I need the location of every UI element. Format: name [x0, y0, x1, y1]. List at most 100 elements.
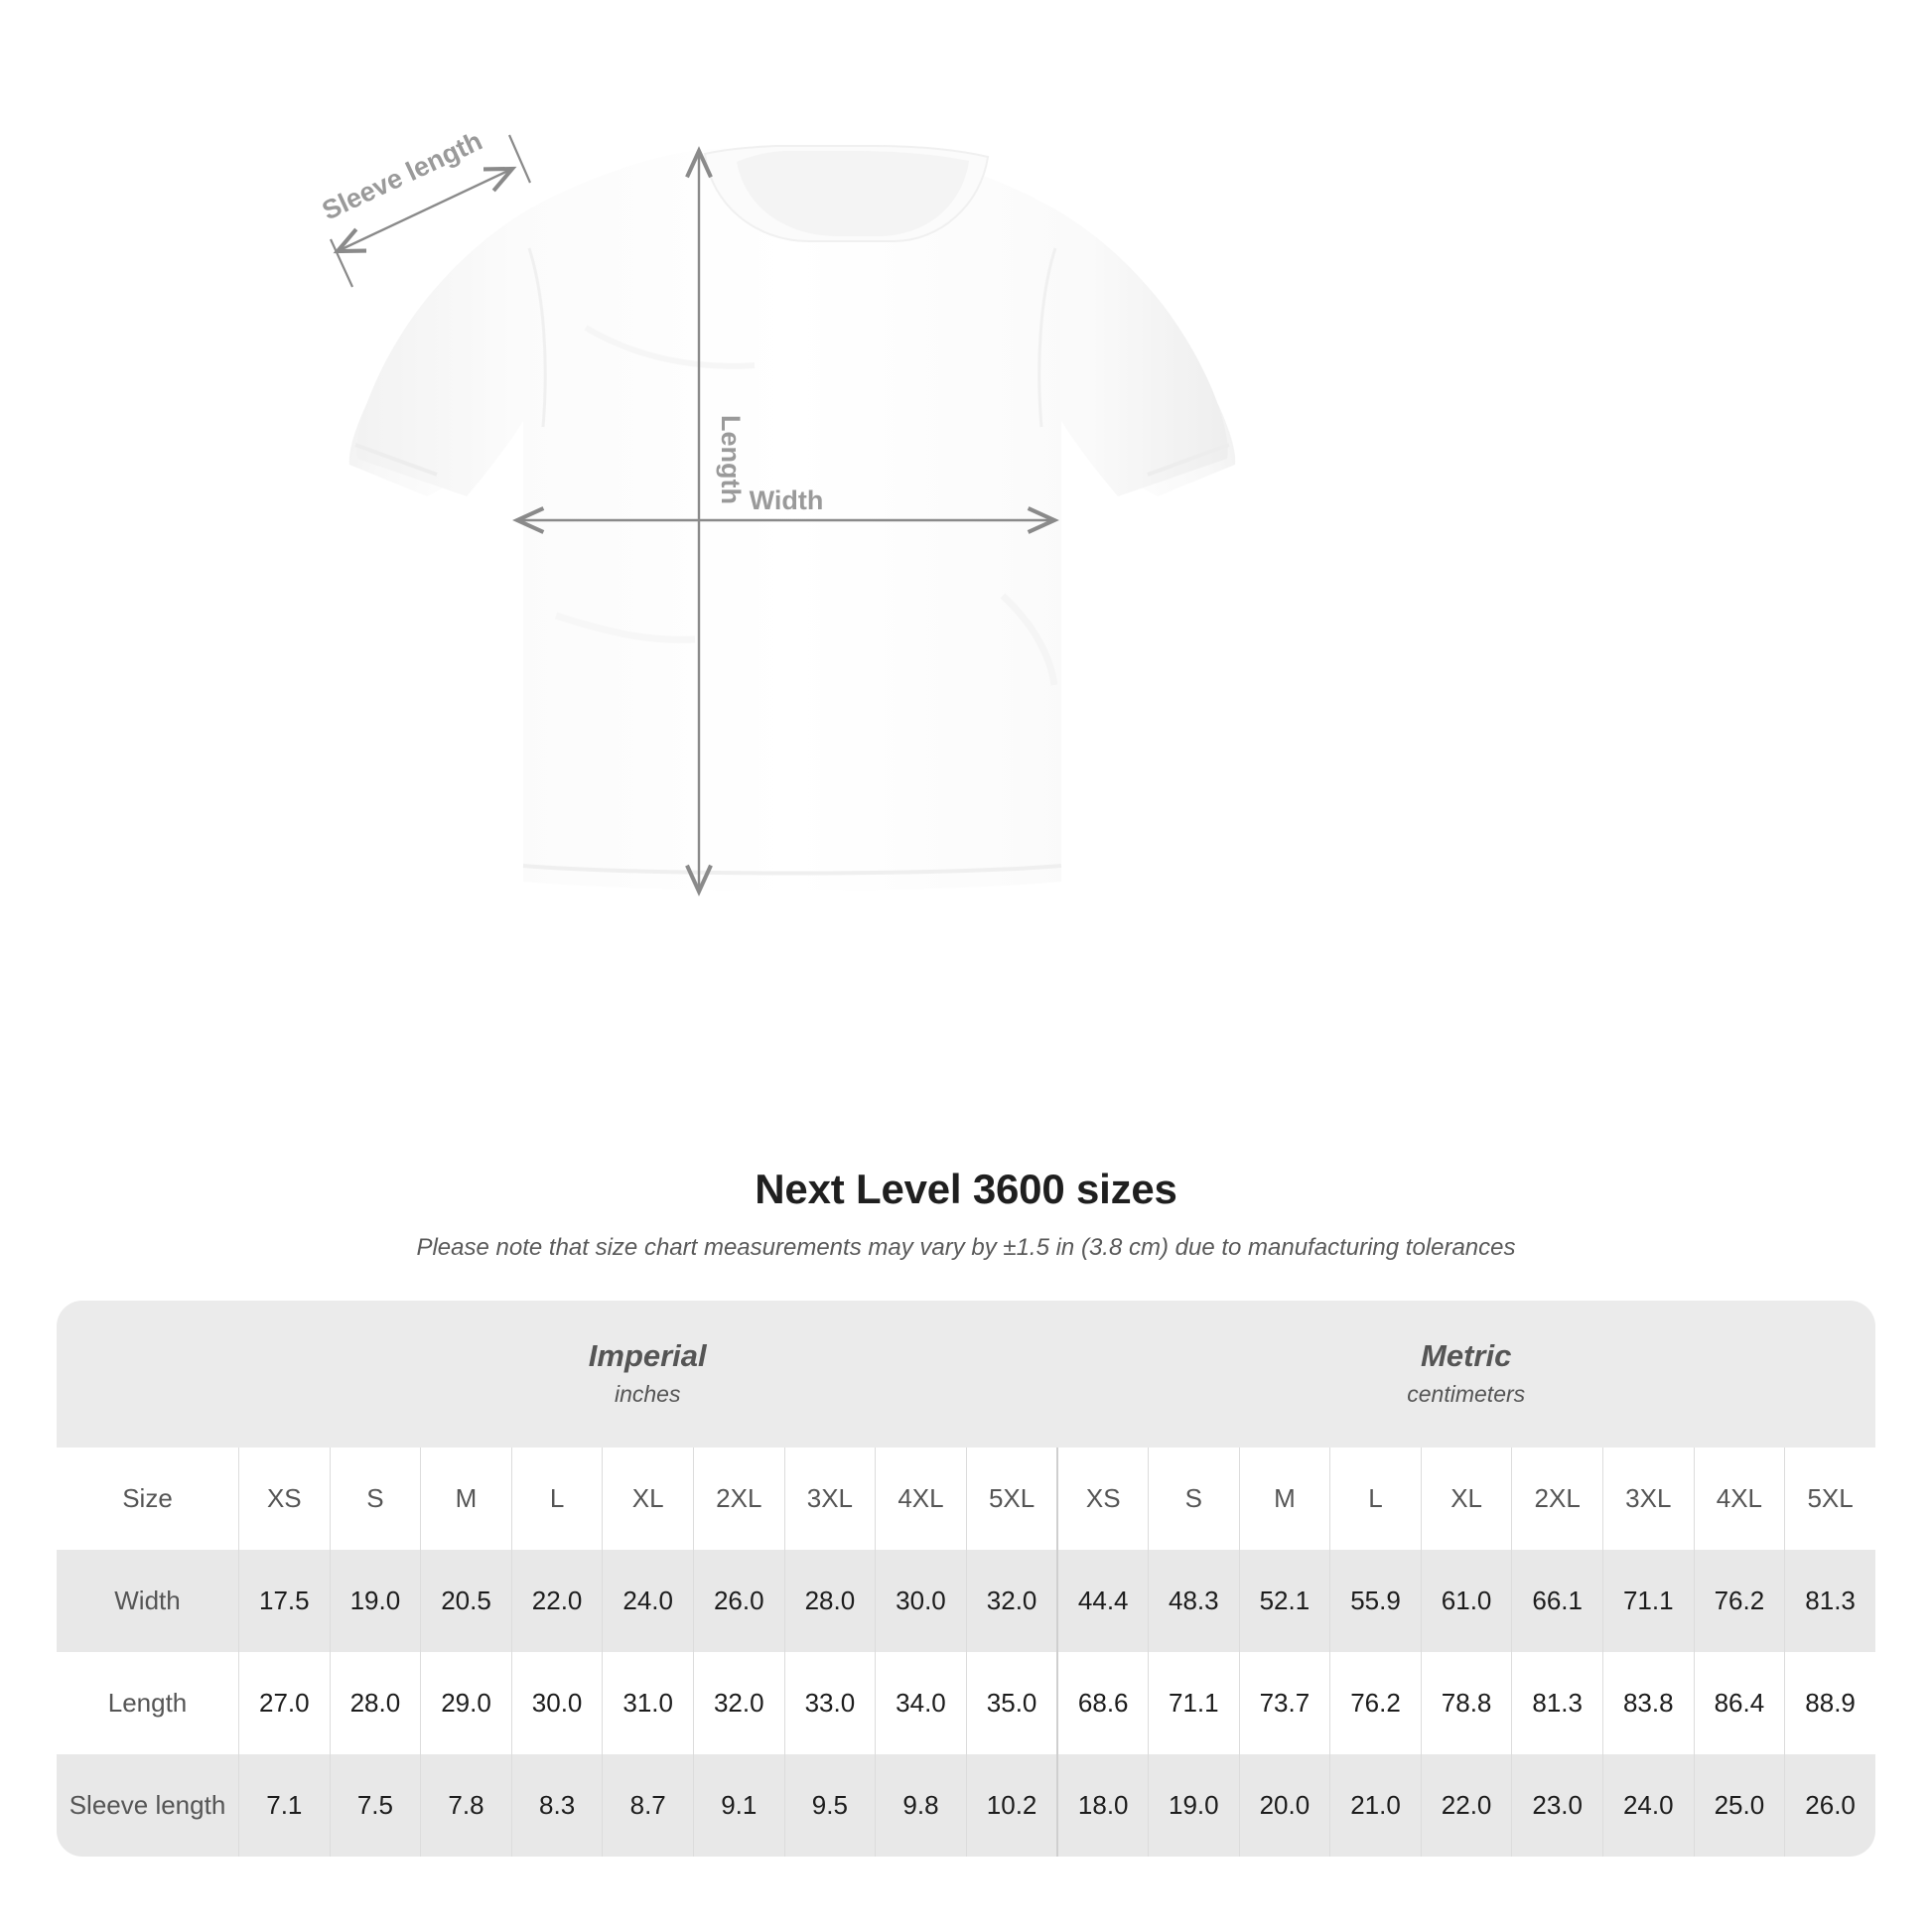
- sleeve-tick-start: [330, 238, 353, 288]
- col-header-imperial-3xl: 3XL: [783, 1448, 876, 1550]
- cell-sleeve-imperial-3xl: 9.5: [783, 1754, 876, 1857]
- cell-width-imperial-xl: 24.0: [602, 1550, 693, 1652]
- cell-length-imperial-3xl: 33.0: [783, 1652, 876, 1754]
- table-row: Sleeve length 7.1 7.5 7.8 8.3 8.7 9.1 9.…: [57, 1754, 1875, 1857]
- cell-length-metric-m: 73.7: [1238, 1652, 1330, 1754]
- length-label: Length: [716, 415, 746, 504]
- cell-width-imperial-5xl: 32.0: [965, 1550, 1057, 1652]
- cell-length-metric-5xl: 88.9: [1784, 1652, 1875, 1754]
- cell-width-metric-m: 52.1: [1238, 1550, 1330, 1652]
- col-header-metric-3xl: 3XL: [1601, 1448, 1694, 1550]
- cell-sleeve-metric-xs: 18.0: [1056, 1754, 1149, 1857]
- sleeve-length-label: Sleeve length: [318, 126, 486, 226]
- cell-length-metric-xs: 68.6: [1056, 1652, 1149, 1754]
- col-header-metric-5xl: 5XL: [1784, 1448, 1875, 1550]
- cell-width-metric-xs: 44.4: [1056, 1550, 1149, 1652]
- col-header-imperial-xl: XL: [602, 1448, 693, 1550]
- unit-group-metric-name: Metric: [1421, 1338, 1512, 1374]
- cell-length-imperial-5xl: 35.0: [965, 1652, 1057, 1754]
- cell-sleeve-imperial-m: 7.8: [420, 1754, 511, 1857]
- title-block: Next Level 3600 sizes Please note that s…: [0, 1166, 1932, 1263]
- cell-length-imperial-m: 29.0: [420, 1652, 511, 1754]
- tshirt-garment: [348, 145, 1236, 891]
- cell-length-imperial-l: 30.0: [510, 1652, 603, 1754]
- col-header-imperial-l: L: [510, 1448, 603, 1550]
- cell-sleeve-imperial-2xl: 9.1: [692, 1754, 784, 1857]
- col-header-metric-xs: XS: [1056, 1448, 1149, 1550]
- cell-width-imperial-2xl: 26.0: [692, 1550, 784, 1652]
- cell-width-metric-5xl: 81.3: [1784, 1550, 1875, 1652]
- cell-sleeve-imperial-s: 7.5: [329, 1754, 421, 1857]
- cell-length-metric-2xl: 81.3: [1511, 1652, 1602, 1754]
- unit-group-imperial-unit: inches: [614, 1380, 681, 1407]
- cell-sleeve-imperial-4xl: 9.8: [875, 1754, 966, 1857]
- size-chart-table: Imperial inches Metric centimeters Size …: [57, 1301, 1875, 1857]
- row-label-length: Length: [57, 1652, 239, 1754]
- cell-width-imperial-s: 19.0: [329, 1550, 421, 1652]
- neck-opening: [737, 151, 969, 236]
- tshirt-illustration: Length Width Sleeve length: [318, 126, 1236, 897]
- table-row: Width 17.5 19.0 20.5 22.0 24.0 26.0 28.0…: [57, 1550, 1875, 1652]
- unit-group-imperial-name: Imperial: [588, 1338, 707, 1374]
- cell-sleeve-metric-l: 21.0: [1329, 1754, 1421, 1857]
- cell-width-imperial-l: 22.0: [510, 1550, 603, 1652]
- cell-sleeve-metric-4xl: 25.0: [1693, 1754, 1785, 1857]
- sleeve-tick-end: [507, 134, 532, 184]
- page-title: Next Level 3600 sizes: [755, 1166, 1177, 1212]
- right-shoulder-seam: [1037, 247, 1057, 428]
- unit-row-spacer: [57, 1301, 239, 1448]
- cell-length-imperial-2xl: 32.0: [692, 1652, 784, 1754]
- cell-sleeve-metric-m: 20.0: [1238, 1754, 1330, 1857]
- table-row: Length 27.0 28.0 29.0 30.0 31.0 32.0 33.…: [57, 1652, 1875, 1754]
- cell-width-metric-s: 48.3: [1148, 1550, 1239, 1652]
- cell-width-imperial-4xl: 30.0: [875, 1550, 966, 1652]
- cell-sleeve-imperial-xs: 7.1: [238, 1754, 330, 1857]
- sleeve-length-arrow: [333, 166, 517, 254]
- bottom-hem: [522, 864, 1062, 876]
- width-label: Width: [750, 485, 824, 515]
- fabric-fold: [554, 612, 696, 643]
- cell-sleeve-metric-5xl: 26.0: [1784, 1754, 1875, 1857]
- table-header-row: Size XS S M L XL 2XL 3XL 4XL 5XL XS S M …: [57, 1448, 1875, 1550]
- col-header-metric-l: L: [1329, 1448, 1421, 1550]
- cell-width-imperial-xs: 17.5: [238, 1550, 330, 1652]
- row-label-width: Width: [57, 1550, 239, 1652]
- cell-length-metric-3xl: 83.8: [1601, 1652, 1694, 1754]
- left-shoulder-seam: [527, 247, 547, 428]
- cell-width-metric-l: 55.9: [1329, 1550, 1421, 1652]
- col-header-imperial-5xl: 5XL: [965, 1448, 1057, 1550]
- col-header-metric-2xl: 2XL: [1511, 1448, 1602, 1550]
- cell-length-imperial-4xl: 34.0: [875, 1652, 966, 1754]
- cell-length-metric-xl: 78.8: [1420, 1652, 1512, 1754]
- cell-width-metric-4xl: 76.2: [1693, 1550, 1785, 1652]
- cell-length-metric-s: 71.1: [1148, 1652, 1239, 1754]
- cell-sleeve-metric-s: 19.0: [1148, 1754, 1239, 1857]
- row-label-size: Size: [57, 1448, 239, 1550]
- fabric-fold: [1000, 593, 1058, 686]
- size-chart-table-container: Imperial inches Metric centimeters Size …: [57, 1301, 1875, 1857]
- cell-width-metric-xl: 61.0: [1420, 1550, 1512, 1652]
- width-measure: Width: [512, 485, 1059, 534]
- cell-sleeve-metric-xl: 22.0: [1420, 1754, 1512, 1857]
- col-header-metric-4xl: 4XL: [1693, 1448, 1785, 1550]
- col-header-metric-xl: XL: [1420, 1448, 1512, 1550]
- tshirt-diagram-svg: Length Width Sleeve length: [318, 126, 1236, 897]
- unit-group-metric: Metric centimeters: [1056, 1301, 1875, 1448]
- cell-length-imperial-s: 28.0: [329, 1652, 421, 1754]
- cell-length-metric-l: 76.2: [1329, 1652, 1421, 1754]
- cell-width-imperial-m: 20.5: [420, 1550, 511, 1652]
- col-header-imperial-xs: XS: [238, 1448, 330, 1550]
- left-sleeve-hem: [354, 443, 438, 477]
- cell-width-metric-2xl: 66.1: [1511, 1550, 1602, 1652]
- cell-width-imperial-3xl: 28.0: [783, 1550, 876, 1652]
- unit-group-row: Imperial inches Metric centimeters: [57, 1301, 1875, 1448]
- fabric-fold: [584, 325, 756, 369]
- cell-sleeve-imperial-l: 8.3: [510, 1754, 603, 1857]
- cell-length-imperial-xs: 27.0: [238, 1652, 330, 1754]
- col-header-imperial-s: S: [329, 1448, 421, 1550]
- cell-sleeve-imperial-5xl: 10.2: [965, 1754, 1057, 1857]
- right-sleeve-hem: [1147, 443, 1230, 477]
- col-header-imperial-m: M: [420, 1448, 511, 1550]
- unit-group-metric-unit: centimeters: [1407, 1380, 1526, 1407]
- row-label-sleeve-length: Sleeve length: [57, 1754, 239, 1857]
